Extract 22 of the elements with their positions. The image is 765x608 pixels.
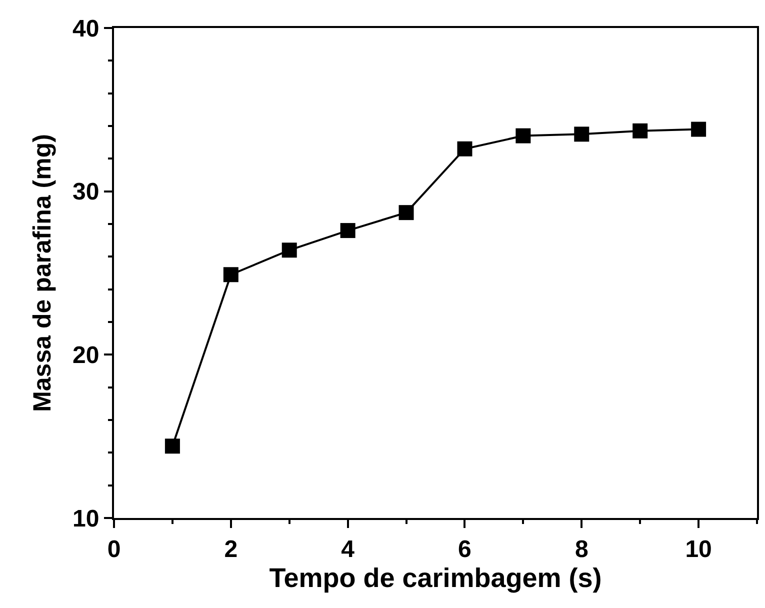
point — [223, 267, 238, 282]
x-tick-label: 10 — [685, 536, 712, 563]
y-tick-label: 10 — [72, 505, 100, 532]
point — [574, 126, 590, 142]
y-tick-label: 40 — [72, 15, 100, 42]
point — [457, 141, 472, 156]
point — [282, 242, 297, 258]
point — [398, 205, 414, 220]
y-tick-label: 30 — [72, 178, 100, 206]
point — [632, 123, 648, 138]
x-axis-title: Tempo de carimbagem (s) — [269, 562, 602, 593]
point — [340, 223, 356, 238]
x-tick-label: 8 — [574, 536, 588, 563]
point — [164, 438, 180, 454]
y-axis-title: Massa de parafina (mg) — [28, 134, 57, 412]
x-tick-label: 0 — [107, 536, 121, 563]
x-tick-label: 4 — [341, 536, 356, 563]
point — [691, 122, 706, 137]
y-tick-label: 20 — [72, 342, 100, 370]
x-tick-label: 6 — [458, 536, 472, 563]
point — [516, 128, 531, 144]
x-tick-label: 2 — [224, 536, 238, 563]
